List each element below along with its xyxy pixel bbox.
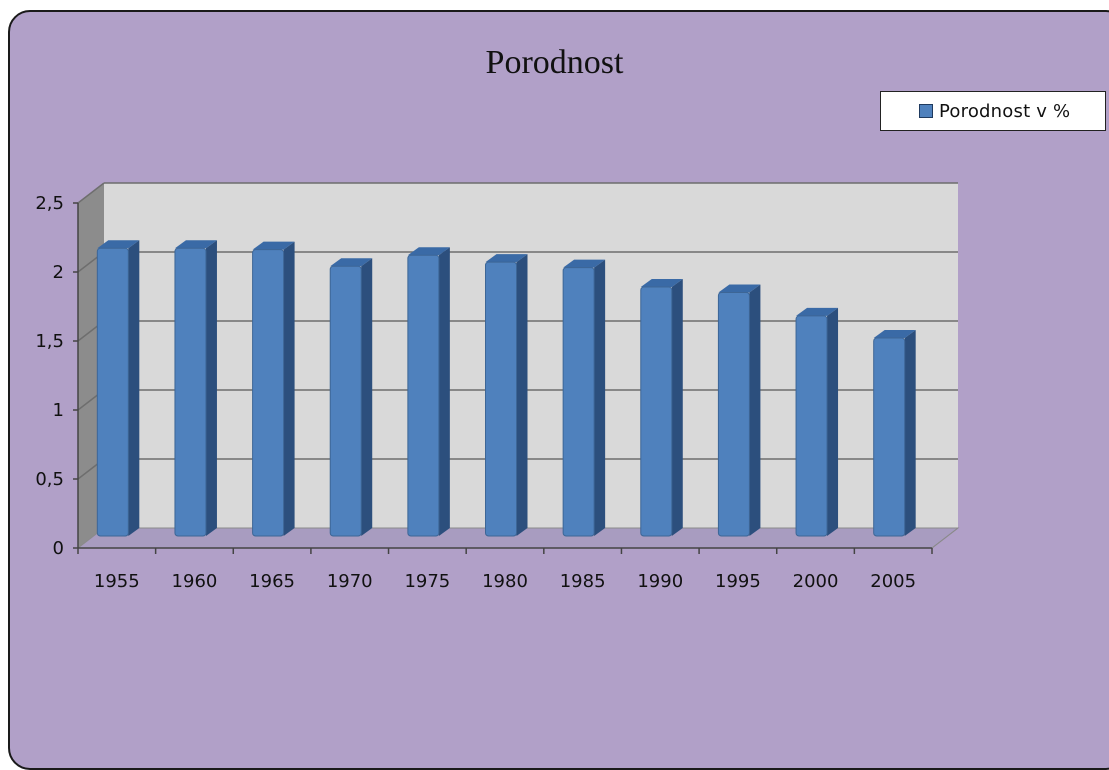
bar-top [485,254,528,263]
bar-top [330,258,373,267]
legend: Porodnost v % [880,91,1106,131]
bar-top [563,259,606,268]
gridline-side [77,182,105,204]
y-tick-label: 1,5 [35,331,64,352]
y-tick-label: 1 [53,400,64,421]
bar [407,254,440,537]
bar [174,247,207,537]
x-tick-label: 2005 [870,571,916,592]
legend-label: Porodnost v % [939,100,1071,122]
bar [96,247,129,537]
bar-top [252,241,295,250]
x-tick-label: 1995 [715,571,761,592]
bar [873,337,906,537]
bar-side [438,247,450,536]
y-tick-label: 0 [53,538,64,559]
bar-side [749,284,761,536]
y-tick-label: 0,5 [35,469,64,490]
x-tick-label: 1990 [637,571,683,592]
bar-side [361,258,373,536]
x-tick-label: 1970 [327,571,373,592]
bar-top [718,284,761,293]
x-tick-label: 1955 [94,571,140,592]
floor-edge [931,527,959,549]
bar [485,261,517,537]
bar-side [283,241,295,536]
bar-top [174,240,217,249]
bar [795,315,828,537]
x-tick-label: 1960 [172,571,218,592]
x-tick-label: 1965 [249,571,295,592]
bar-side [128,240,140,537]
bar [562,267,595,537]
bar-side [205,240,217,537]
plot-area: 0 0,5 1 1,5 2 2,5 1955 1960 1965 1970 1975 1980 1985… [35,182,960,592]
x-tick-label: 1975 [404,571,450,592]
legend-swatch [919,104,933,118]
x-tick-label: 1980 [482,571,528,592]
bar [717,291,750,537]
x-tick-label: 1985 [560,571,606,592]
x-tick-label: 2000 [793,571,839,592]
bar-top [97,240,140,249]
bar-top [796,307,839,316]
bar-side [594,259,606,536]
bar-top [640,278,683,287]
bar-side [671,278,683,536]
bar-side [827,307,839,536]
chart-title: Porodnost [485,44,624,81]
bar-side [904,330,916,536]
y-tick-label: 2 [53,262,64,283]
y-tick-label: 2,5 [35,193,64,214]
bar [329,265,362,537]
bar-top [873,330,916,338]
bar [640,286,673,537]
bar-side [516,254,528,536]
bar-top [407,247,450,256]
bar [252,249,285,537]
